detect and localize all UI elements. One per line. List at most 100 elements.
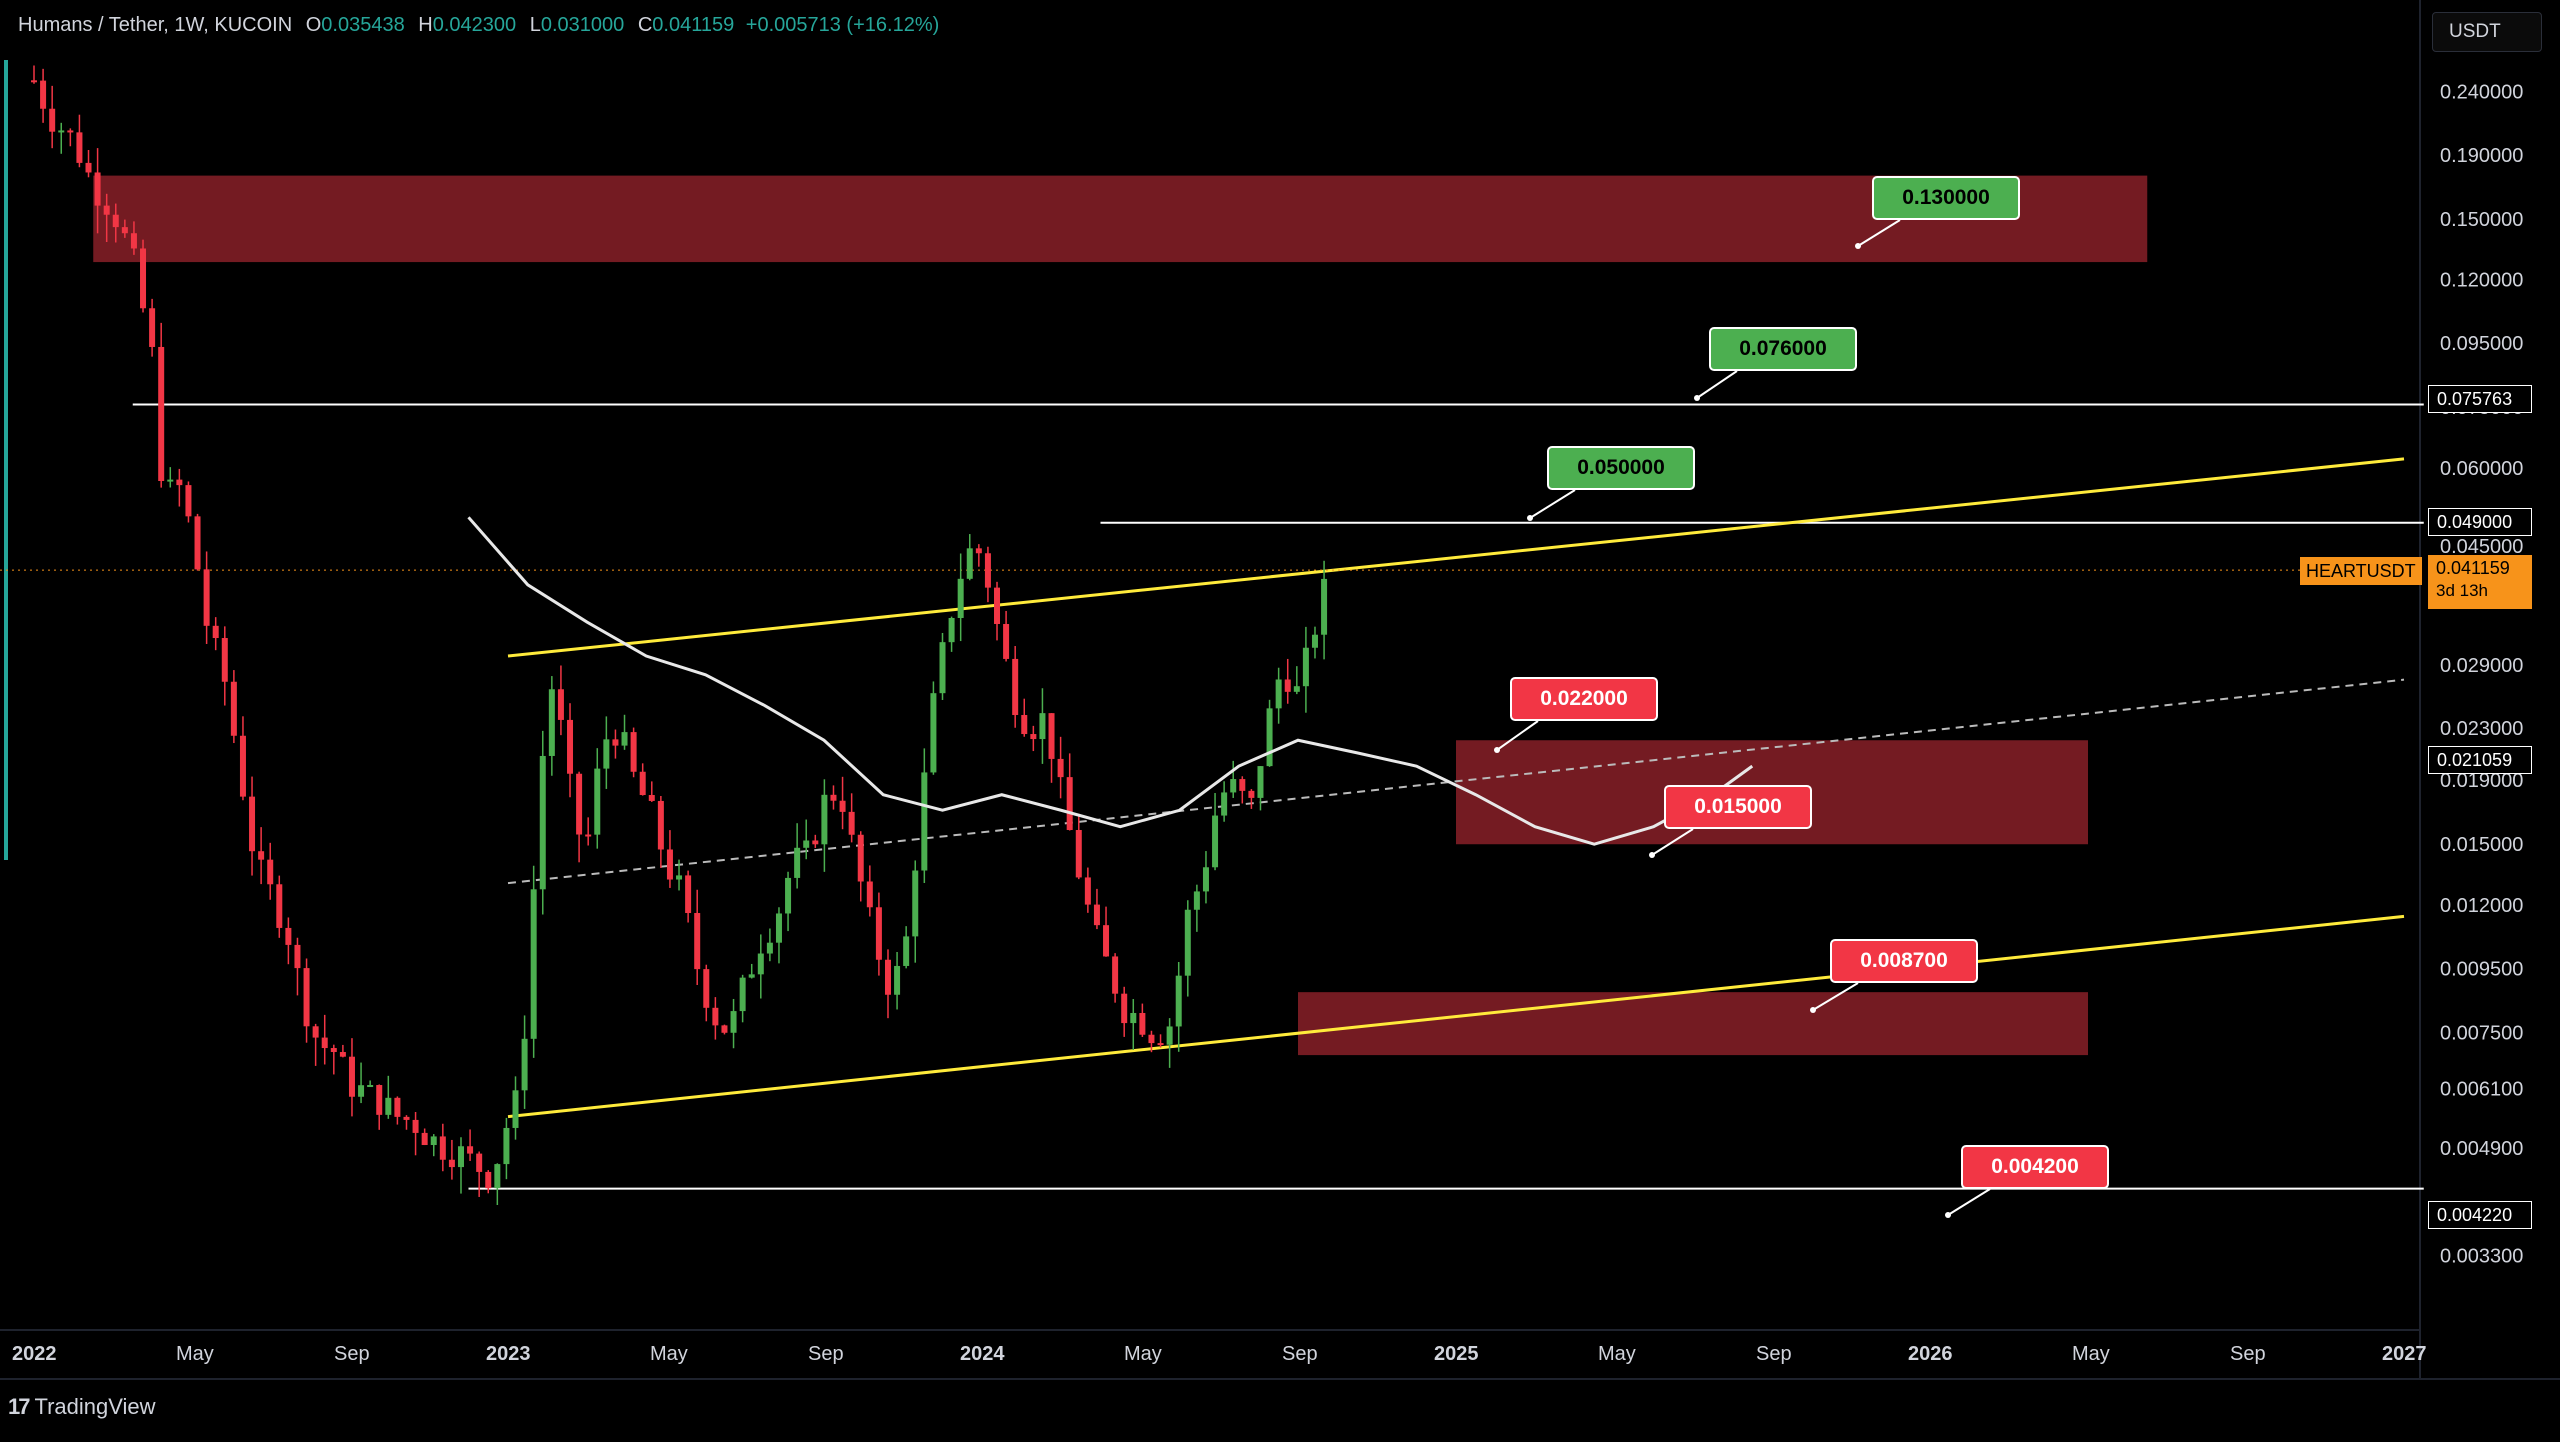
callout-label[interactable]: 0.004200 (1961, 1145, 2109, 1189)
candle-body (630, 732, 637, 772)
level-tag: 0.004220 (2428, 1201, 2532, 1229)
candle-body (1093, 904, 1100, 926)
y-tick-label: 0.009500 (2440, 958, 2523, 980)
candle-body (794, 847, 801, 878)
x-tick-label: 2024 (960, 1343, 1005, 1365)
moving-average-line (467, 516, 1754, 846)
x-tick-label: May (650, 1343, 688, 1365)
x-tick-label: Sep (334, 1343, 370, 1365)
candle-body (176, 479, 183, 486)
y-tick-label: 0.015000 (2440, 834, 2523, 856)
x-tick-label: May (1124, 1343, 1162, 1365)
x-tick-label: 2022 (12, 1343, 57, 1365)
y-tick-label: 0.120000 (2440, 270, 2523, 292)
callout-pointer-dot (1810, 1007, 1816, 1013)
y-tick-label: 0.012000 (2440, 895, 2523, 917)
candle-body (857, 834, 864, 882)
symbol-header: Humans / Tether, 1W, KUCOIN O0.035438 H0… (18, 14, 939, 37)
candle-body (1021, 715, 1028, 735)
tradingview-logo-icon: 17 (8, 1394, 31, 1419)
candle-body (394, 1097, 401, 1117)
candle-body (1157, 1043, 1164, 1046)
change-value: +0.005713 (+16.12%) (745, 14, 940, 36)
candle-body (294, 944, 301, 969)
candle-body (530, 889, 537, 1039)
candle-body (766, 942, 773, 954)
x-tick-label: 2026 (1908, 1343, 1953, 1365)
x-tick-label: May (2072, 1343, 2110, 1365)
candle-body (1057, 758, 1064, 778)
candle-body (330, 1048, 337, 1053)
level-tag: 0.021059 (2428, 746, 2532, 774)
candle-body (167, 479, 174, 482)
candle-body (276, 884, 283, 928)
callout-label[interactable]: 0.008700 (1830, 939, 1978, 983)
candle-body (539, 755, 546, 890)
candle-body (1148, 1034, 1155, 1044)
last-price: 0.041159 (2436, 558, 2510, 578)
candle-body (712, 1007, 719, 1026)
candle-body (648, 795, 655, 801)
candle-body (221, 638, 228, 682)
candle-body (112, 214, 119, 228)
candle-body (1321, 578, 1328, 635)
level-tag: 0.075763 (2428, 385, 2532, 413)
low-value: 0.031000 (540, 14, 625, 36)
y-tick-label: 0.060000 (2440, 458, 2523, 480)
candle-body (1275, 679, 1282, 709)
currency-button[interactable]: USDT (2432, 12, 2542, 52)
callout-label[interactable]: 0.130000 (1872, 176, 2020, 220)
candle-body (1202, 867, 1209, 892)
candle-body (1012, 658, 1019, 716)
candle-body (694, 913, 701, 970)
y-tick-label: 0.150000 (2440, 209, 2523, 231)
candle-body (40, 80, 47, 109)
callout-pointer (1857, 219, 1901, 247)
y-tick-label: 0.029000 (2440, 655, 2523, 677)
candle-body (1193, 891, 1200, 910)
candle-body (803, 840, 810, 848)
candle-body (239, 735, 246, 797)
x-tick-label: 2027 (2382, 1343, 2427, 1365)
candle-body (85, 162, 92, 173)
candle-body (448, 1159, 455, 1168)
candle-body (703, 969, 710, 1008)
candle-body (1284, 679, 1291, 692)
candle-body (975, 548, 982, 554)
last-price-tag: 0.041159 3d 13h (2428, 555, 2532, 609)
candle-body (249, 796, 256, 852)
tradingview-brand[interactable]: 17 TradingView (8, 1394, 156, 1420)
x-tick-label: 2025 (1434, 1343, 1479, 1365)
candle-body (94, 172, 101, 206)
x-tick-label: Sep (1756, 1343, 1792, 1365)
symbol-tag: HEARTUSDT (2300, 557, 2422, 585)
y-tick-label: 0.023000 (2440, 718, 2523, 740)
candle-body (494, 1164, 501, 1189)
candle-body (485, 1171, 492, 1189)
channel-lower-line (507, 914, 2405, 1119)
candle-body (1221, 792, 1228, 816)
candle-body (1084, 877, 1091, 905)
callout-pointer (1496, 720, 1539, 751)
candle-body (1030, 734, 1037, 740)
callout-label[interactable]: 0.050000 (1547, 446, 1695, 490)
candle-body (358, 1085, 365, 1097)
callout-label[interactable]: 0.015000 (1664, 785, 1812, 829)
candle-body (303, 968, 310, 1027)
callout-label[interactable]: 0.076000 (1709, 327, 1857, 371)
brand-name: TradingView (34, 1394, 156, 1419)
candle-body (939, 642, 946, 694)
candle-body (1112, 956, 1119, 994)
candle-body (1212, 815, 1219, 868)
open-value: 0.035438 (321, 14, 405, 36)
candle-body (966, 548, 973, 579)
candle-body (67, 130, 74, 133)
candle-body (548, 689, 555, 756)
candle-body (1293, 686, 1300, 692)
candle-body (1302, 647, 1309, 687)
candle-body (158, 346, 165, 482)
candle-body (685, 875, 692, 914)
y-tick-label: 0.004900 (2440, 1138, 2523, 1160)
callout-label[interactable]: 0.022000 (1510, 677, 1658, 721)
